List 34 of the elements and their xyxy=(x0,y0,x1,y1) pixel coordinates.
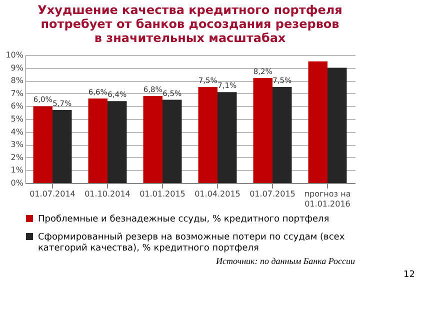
bar xyxy=(308,61,328,183)
y-tick-label: 1% xyxy=(10,166,24,175)
x-tick-label: 01.04.2015 xyxy=(194,190,240,198)
x-tick-label: 01.01.2015 xyxy=(140,190,186,198)
bar xyxy=(218,92,237,183)
bar xyxy=(162,100,182,183)
bar xyxy=(253,78,272,183)
y-tick-label: 7% xyxy=(10,88,24,98)
y-tick-label: 8% xyxy=(10,76,24,86)
bar xyxy=(88,98,108,183)
y-tick-label: 0% xyxy=(10,178,24,188)
bar xyxy=(52,110,72,183)
bar xyxy=(143,96,162,183)
x-tick-label: 01.10.2014 xyxy=(84,190,130,198)
bar xyxy=(108,101,127,183)
chart-title: Ухудшение качества кредитного портфеля потребует от банков досоздания резервов в значительных масштабах xyxy=(38,3,342,45)
text: 12 xyxy=(404,270,415,280)
bar xyxy=(328,68,347,183)
y-tick-label: 5% xyxy=(10,114,24,124)
y-tick-label: 2% xyxy=(10,152,24,162)
bar xyxy=(198,87,218,183)
x-tick-label: 01.07.2015 xyxy=(250,190,296,198)
legend-label: Проблемные и безнадежные ссуды, % кредитного портфеля xyxy=(38,214,330,224)
y-tick-label: 10% xyxy=(6,50,24,60)
x-tick-label: прогноз на 01.01.2016 xyxy=(304,190,351,208)
bar xyxy=(33,106,52,183)
x-tick-label: 01.07.2014 xyxy=(30,190,76,198)
y-tick-label: 9% xyxy=(10,63,24,72)
text: Источник: по данным Банка России xyxy=(215,256,356,266)
bar xyxy=(272,87,292,183)
y-tick-label: 4% xyxy=(10,127,24,136)
legend-label: Сформированный резерв на возможные потери по ссудам (всех категорий качества), % кредитного портфеля xyxy=(38,232,346,254)
y-tick-label: 3% xyxy=(10,140,24,150)
y-tick-label: 6% xyxy=(10,102,24,111)
